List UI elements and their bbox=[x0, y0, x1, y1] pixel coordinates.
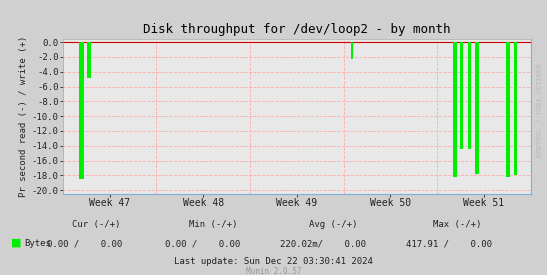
Bar bbox=[88, 42, 91, 78]
Bar bbox=[79, 42, 84, 179]
Bar bbox=[351, 42, 353, 59]
Bar bbox=[475, 42, 479, 174]
Text: Munin 2.0.57: Munin 2.0.57 bbox=[246, 267, 301, 275]
Text: 0.00 /    0.00: 0.00 / 0.00 bbox=[47, 239, 123, 248]
Text: Avg (-/+): Avg (-/+) bbox=[310, 220, 358, 229]
Text: Bytes: Bytes bbox=[25, 239, 51, 248]
Bar bbox=[507, 42, 510, 177]
Title: Disk throughput for /dev/loop2 - by month: Disk throughput for /dev/loop2 - by mont… bbox=[143, 23, 451, 36]
Text: ■: ■ bbox=[11, 238, 21, 248]
Text: 220.02m/    0.00: 220.02m/ 0.00 bbox=[280, 239, 366, 248]
Text: Min (-/+): Min (-/+) bbox=[189, 220, 237, 229]
Text: 0.00 /    0.00: 0.00 / 0.00 bbox=[165, 239, 240, 248]
Bar bbox=[453, 42, 457, 177]
Text: 417.91 /    0.00: 417.91 / 0.00 bbox=[405, 239, 492, 248]
Text: Max (-/+): Max (-/+) bbox=[433, 220, 481, 229]
Text: RRDTOOL / TOBI OETIKER: RRDTOOL / TOBI OETIKER bbox=[537, 63, 543, 157]
Bar bbox=[460, 42, 463, 150]
Text: Cur (-/+): Cur (-/+) bbox=[72, 220, 120, 229]
Text: Last update: Sun Dec 22 03:30:41 2024: Last update: Sun Dec 22 03:30:41 2024 bbox=[174, 257, 373, 266]
Bar bbox=[514, 42, 517, 175]
Bar bbox=[468, 42, 472, 150]
Y-axis label: Pr second read (-) / write (+): Pr second read (-) / write (+) bbox=[19, 35, 28, 197]
